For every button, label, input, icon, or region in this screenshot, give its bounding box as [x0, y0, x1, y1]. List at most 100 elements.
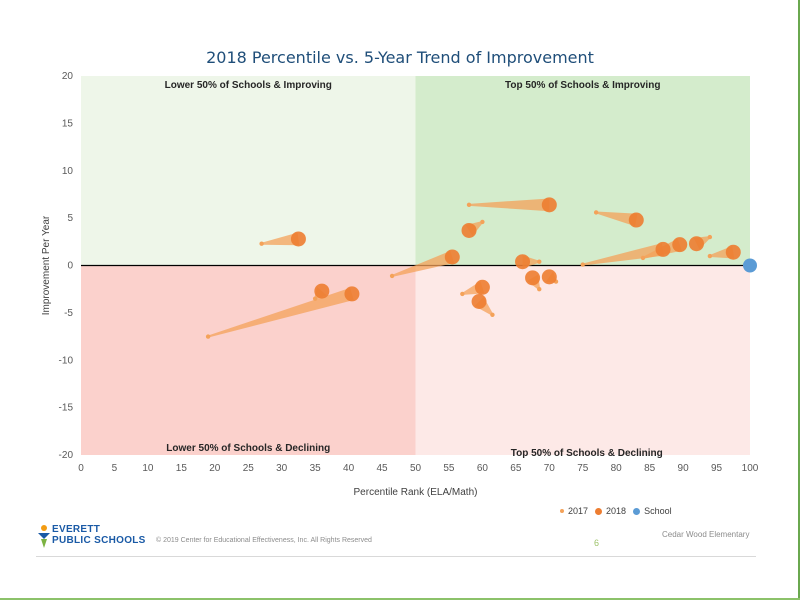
trend-tail-13 [582, 243, 665, 266]
legend-label-school: School [644, 506, 672, 516]
y-tick-label: 0 [67, 261, 73, 272]
legend: 2017 2018 School [560, 506, 672, 516]
chart-title: 2018 Percentile vs. 5-Year Trend of Impr… [206, 48, 594, 67]
point-2018-15 [688, 236, 704, 252]
point-2017-15 [707, 234, 713, 240]
x-axis-label: Percentile Rank (ELA/Math) [354, 487, 478, 498]
quadrant-top-left [81, 76, 416, 266]
trend-tail-1 [261, 232, 300, 246]
x-tick-label: 90 [678, 463, 690, 474]
quadrant-bottom-right [415, 265, 750, 455]
point-2017-7 [460, 291, 465, 297]
point-2017-13 [580, 262, 585, 267]
trend-tail-12 [595, 211, 638, 227]
everett-logo: EVERETT PUBLIC SCHOOLS [36, 522, 156, 552]
legend-swatch-2018 [595, 507, 603, 515]
point-2017-9 [537, 286, 542, 292]
point-2018-2 [344, 286, 360, 302]
quadrant-label-top-left: Lower 50% of Schools & Improving [165, 80, 332, 91]
point-2017-2 [205, 334, 211, 339]
point-2018-13 [655, 241, 671, 257]
logo-text: EVERETT PUBLIC SCHOOLS [52, 524, 146, 546]
y-tick-label: -10 [59, 355, 74, 366]
point-2017-10 [537, 259, 542, 264]
logo-line-1: EVERETT [52, 524, 101, 535]
legend-swatch-2017 [560, 509, 564, 513]
x-tick-label: 55 [443, 463, 455, 474]
point-2017-1 [259, 241, 264, 246]
trend-tail-2 [207, 287, 354, 338]
trend-tail-5 [469, 198, 550, 212]
point-2018-16 [725, 244, 741, 260]
x-tick-label: 25 [243, 463, 255, 474]
x-tick-label: 40 [343, 463, 355, 474]
footer-divider [36, 556, 756, 557]
point-2018-4 [444, 249, 460, 265]
x-tick-label: 20 [209, 463, 221, 474]
point-2017-5 [466, 202, 472, 208]
quadrant-labels: Lower 50% of Schools & Improving Top 50% … [165, 80, 663, 459]
point-2018-9 [525, 270, 541, 286]
point-2018-7 [474, 279, 490, 295]
quadrant-label-bottom-right: Top 50% of Schools & Declining [511, 448, 663, 459]
point-2018-6 [461, 222, 477, 238]
copyright-text: © 2019 Center for Educational Effectiven… [156, 537, 372, 544]
y-tick-label: 5 [67, 213, 73, 224]
y-axis-label: Improvement Per Year [41, 215, 52, 315]
x-tick-label: 95 [711, 463, 723, 474]
x-tick-label: 100 [742, 463, 759, 474]
point-2017-8 [490, 312, 495, 317]
page-number: 6 [594, 538, 600, 548]
point-2017-6 [480, 219, 485, 225]
point-2018-10 [515, 254, 531, 270]
x-tick-label: 70 [544, 463, 556, 474]
slide-edge-bottom [0, 598, 800, 600]
quadrant-label-top-right: Top 50% of Schools & Improving [505, 80, 660, 91]
y-tick-label: 10 [62, 166, 74, 177]
point-2017-3 [312, 296, 318, 301]
school-name: Cedar Wood Elementary [662, 530, 750, 539]
x-tick-label: 80 [611, 463, 623, 474]
x-tick-label: 65 [510, 463, 522, 474]
x-tick-label: 45 [376, 463, 388, 474]
y-tick-label: -15 [59, 403, 74, 414]
point-2017-12 [593, 210, 599, 215]
point-2017-14 [640, 255, 646, 261]
slide-edge-right [798, 0, 800, 600]
x-tick-label: 10 [142, 463, 154, 474]
x-tick-label: 50 [410, 463, 422, 474]
legend-swatch-school [633, 507, 641, 515]
quadrant-bottom-left [81, 265, 416, 455]
school-highlight-point [743, 258, 757, 273]
x-tick-label: 85 [644, 463, 656, 474]
trend-tail-4 [391, 250, 455, 277]
legend-label-2018: 2018 [606, 506, 627, 516]
logo-figure-icon [38, 525, 50, 548]
x-tick-label: 5 [112, 463, 118, 474]
data-points [205, 197, 757, 339]
point-2018-3 [314, 283, 330, 299]
logo-line-2: PUBLIC SCHOOLS [52, 535, 146, 546]
x-tick-label: 60 [477, 463, 489, 474]
x-tick-label: 0 [78, 463, 84, 474]
y-tick-label: 20 [62, 71, 74, 82]
y-tick-label: -20 [59, 450, 74, 461]
y-tick-label: -5 [64, 308, 73, 319]
point-2018-5 [541, 197, 557, 213]
quadrant-label-bottom-left: Lower 50% of Schools & Declining [166, 443, 330, 454]
x-tick-label: 15 [176, 463, 188, 474]
legend-label-2017: 2017 [568, 506, 589, 516]
point-2018-14 [672, 237, 688, 253]
point-2017-16 [707, 253, 713, 259]
point-2018-12 [628, 212, 644, 228]
x-tick-label: 35 [310, 463, 322, 474]
point-2017-4 [389, 273, 395, 279]
point-2018-11 [541, 269, 557, 285]
point-2018-1 [290, 231, 306, 247]
y-tick-label: 15 [62, 118, 74, 129]
x-tick-label: 30 [276, 463, 288, 474]
x-tick-label: 75 [577, 463, 589, 474]
point-2018-8 [471, 294, 487, 310]
